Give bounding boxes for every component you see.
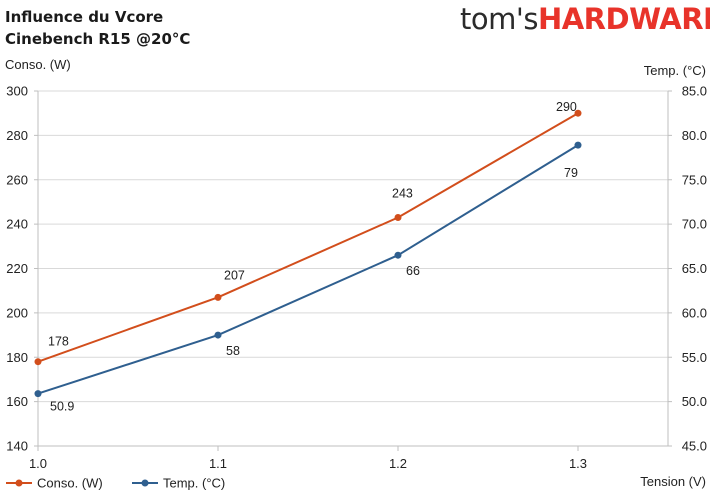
data-label-temp: 79 xyxy=(564,166,578,180)
y-right-tick-label: 55.0 xyxy=(682,350,707,365)
data-label-conso: 178 xyxy=(48,335,69,349)
x-axis-title: Tension (V) xyxy=(640,474,706,489)
x-tick-label: 1.3 xyxy=(569,456,587,471)
data-point-temp xyxy=(214,331,222,339)
y-right-tick-label: 70.0 xyxy=(682,217,707,232)
data-label-temp: 50.9 xyxy=(50,400,74,414)
y-right-tick-label: 85.0 xyxy=(682,84,707,99)
data-label-conso: 290 xyxy=(556,100,577,114)
legend-label-temp: Temp. (°C) xyxy=(163,476,225,491)
data-point-temp xyxy=(574,141,582,149)
y-right-axis-title: Temp. (°C) xyxy=(644,63,706,78)
series-line-temp xyxy=(37,144,579,395)
series-line-conso xyxy=(37,112,579,363)
chart-title: Influence du Vcore Cinebench R15 @20°C xyxy=(5,6,190,50)
y-left-tick-label: 300 xyxy=(6,84,28,99)
y-right-tick-label: 75.0 xyxy=(682,172,707,187)
chart-title-line1: Influence du Vcore xyxy=(5,8,164,26)
y-left-tick-label: 140 xyxy=(6,439,28,454)
y-right-tick-label: 60.0 xyxy=(682,305,707,320)
data-label-conso: 207 xyxy=(224,268,245,282)
legend-marker-temp xyxy=(141,479,149,487)
toms-hardware-logo: tom'sHARDWARE xyxy=(460,2,710,36)
data-point-conso xyxy=(34,358,42,366)
data-point-conso xyxy=(394,213,402,221)
data-point-temp xyxy=(34,390,42,398)
y-left-tick-label: 200 xyxy=(6,305,28,320)
y-left-tick-label: 180 xyxy=(6,350,28,365)
y-right-tick-label: 45.0 xyxy=(682,439,707,454)
x-tick-label: 1.0 xyxy=(29,456,47,471)
y-left-tick-label: 240 xyxy=(6,217,28,232)
y-left-axis-title: Conso. (W) xyxy=(5,57,71,72)
y-right-tick-label: 50.0 xyxy=(682,394,707,409)
y-right-tick-label: 80.0 xyxy=(682,128,707,143)
y-right-tick-label: 65.0 xyxy=(682,261,707,276)
data-point-temp xyxy=(394,251,402,259)
data-point-conso xyxy=(214,293,222,301)
data-label-conso: 243 xyxy=(392,186,413,200)
x-tick-label: 1.1 xyxy=(209,456,227,471)
data-point-conso xyxy=(574,109,582,117)
y-left-tick-label: 260 xyxy=(6,172,28,187)
y-left-tick-label: 280 xyxy=(6,128,28,143)
chart-title-line2: Cinebench R15 @20°C xyxy=(5,30,191,48)
data-label-temp: 66 xyxy=(406,264,420,278)
y-left-tick-label: 220 xyxy=(6,261,28,276)
x-tick-label: 1.2 xyxy=(389,456,407,471)
data-label-temp: 58 xyxy=(226,344,240,358)
legend-label-conso: Conso. (W) xyxy=(37,476,103,491)
logo-text-toms: tom's xyxy=(460,2,538,36)
logo-text-hardware: HARDWARE xyxy=(537,2,710,36)
y-left-tick-label: 160 xyxy=(6,394,28,409)
legend-marker-conso xyxy=(15,479,23,487)
